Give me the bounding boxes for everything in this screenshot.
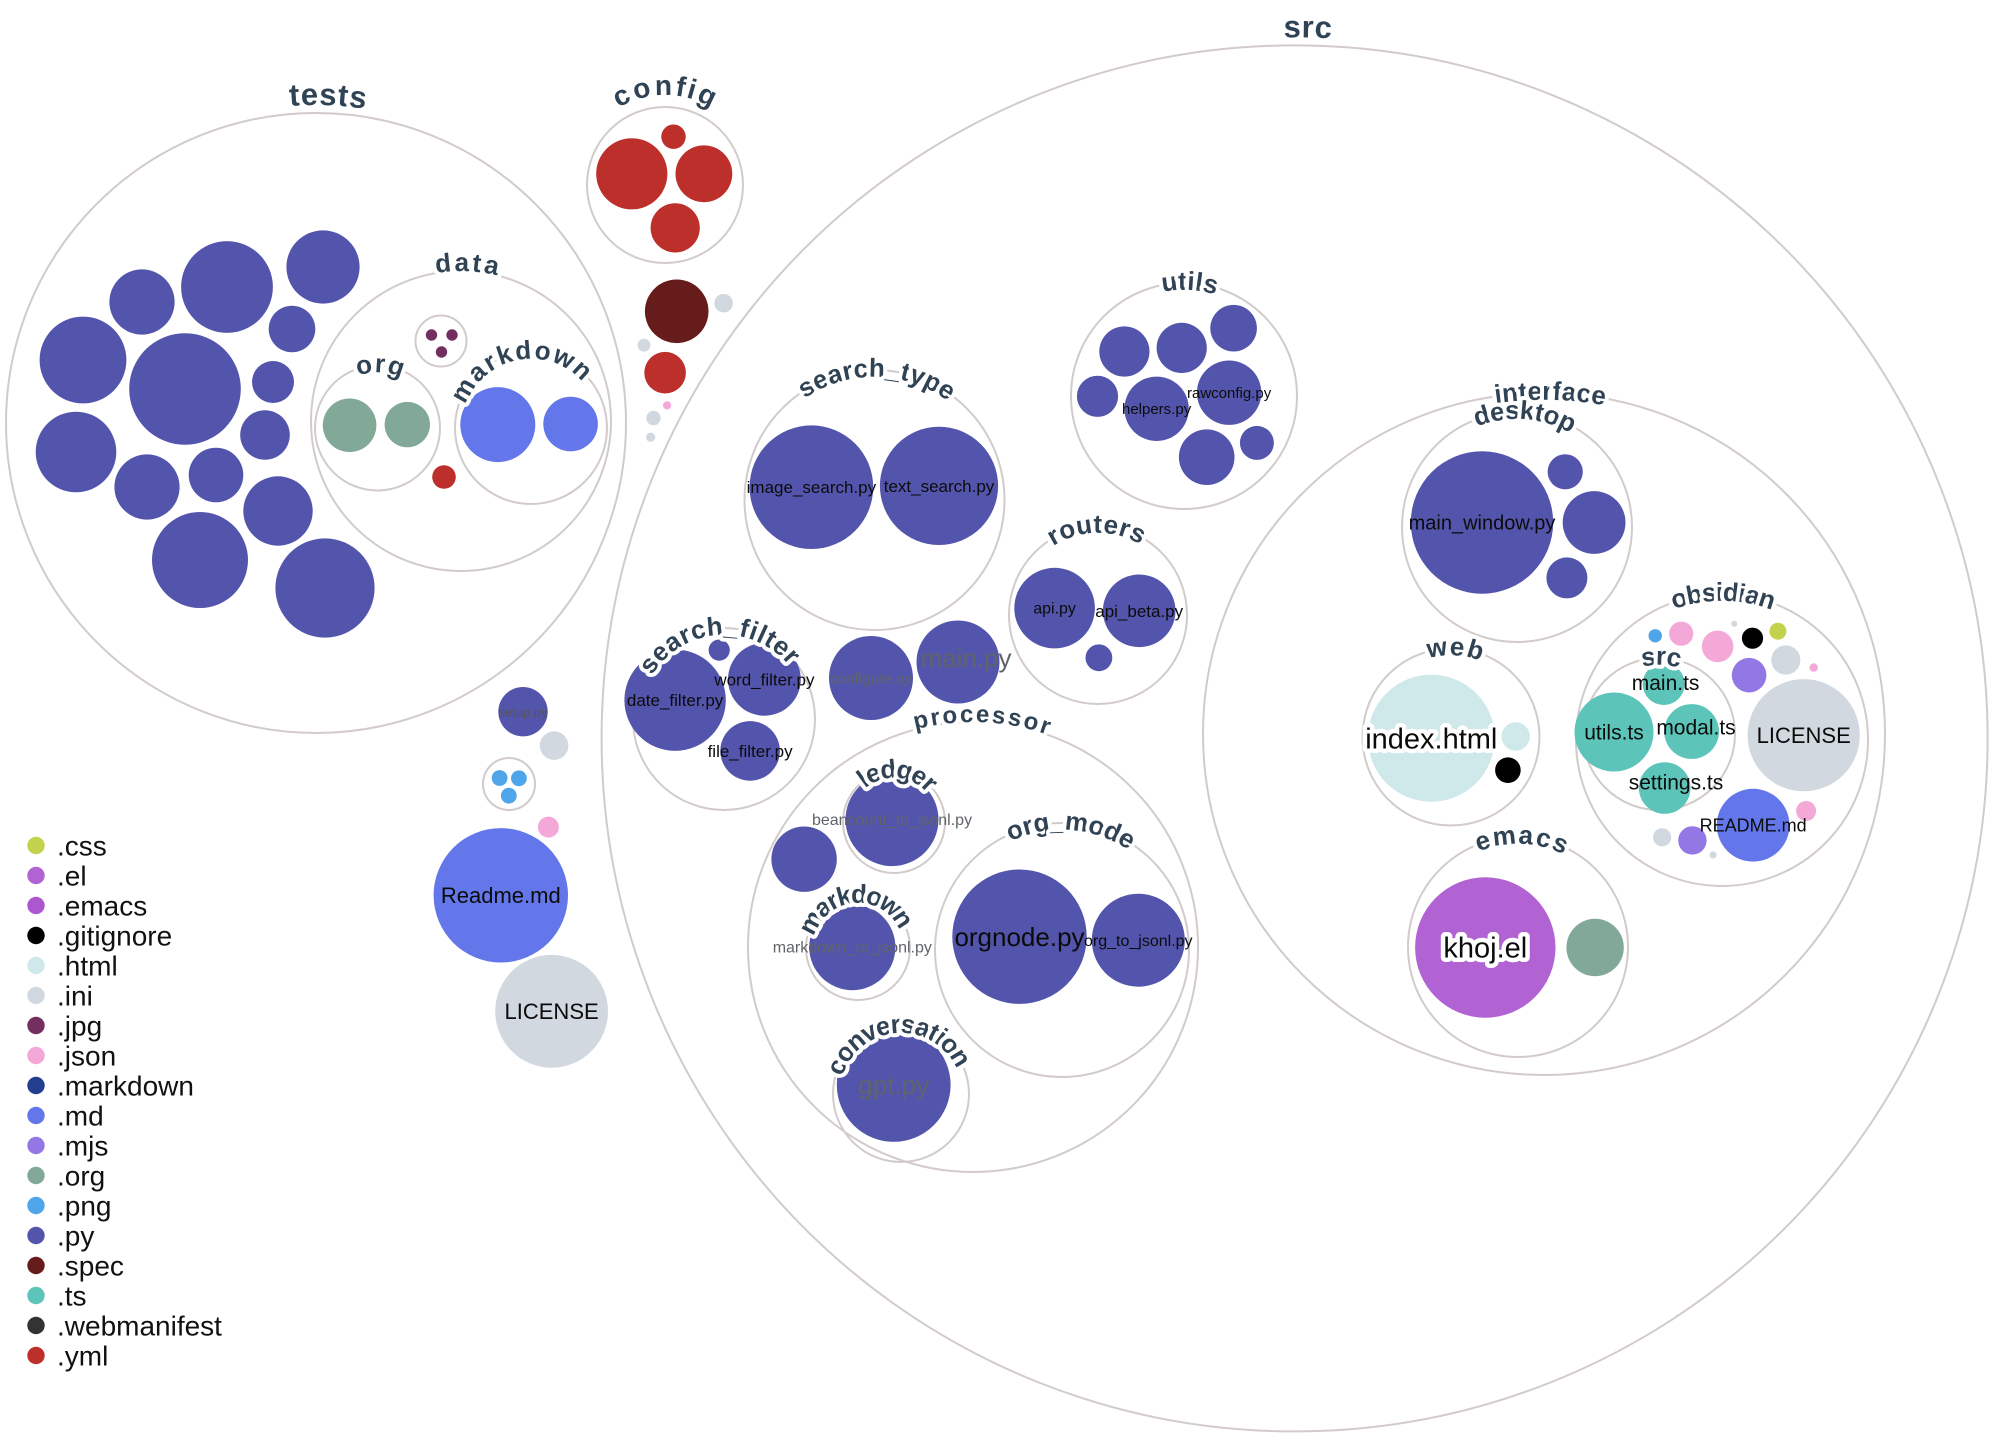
svg-text:.png: .png — [57, 1190, 112, 1221]
svg-text:LICENSE: LICENSE — [1757, 723, 1851, 748]
svg-text:.ini: .ini — [57, 980, 93, 1011]
svg-text:.md: .md — [57, 1100, 104, 1131]
svg-text:api_beta.py: api_beta.py — [1095, 602, 1183, 621]
svg-text:.py: .py — [57, 1220, 94, 1251]
svg-text:.spec: .spec — [57, 1250, 124, 1281]
svg-text:tests: tests — [288, 77, 370, 116]
svg-text:.webmanifest: .webmanifest — [57, 1310, 222, 1341]
svg-text:file_filter.py: file_filter.py — [708, 742, 794, 761]
svg-text:khoj.el: khoj.el — [1443, 933, 1527, 965]
svg-text:utils.ts: utils.ts — [1584, 721, 1644, 744]
svg-text:org_to_jsonl.py: org_to_jsonl.py — [1084, 933, 1193, 950]
svg-text:org: org — [353, 348, 411, 384]
svg-text:.markdown: .markdown — [57, 1070, 194, 1101]
svg-text:modal.ts: modal.ts — [1656, 716, 1735, 739]
svg-text:index.html: index.html — [1365, 723, 1497, 755]
svg-text:helpers.py: helpers.py — [1122, 401, 1192, 418]
svg-text:.el: .el — [57, 860, 87, 891]
svg-text:.json: .json — [57, 1040, 116, 1071]
svg-text:main.py: main.py — [920, 643, 1011, 673]
svg-text:markdown_to_jsonl.py: markdown_to_jsonl.py — [773, 940, 932, 957]
svg-text:settings.ts: settings.ts — [1629, 771, 1724, 794]
svg-text:LICENSE: LICENSE — [505, 999, 599, 1024]
svg-text:src: src — [1639, 641, 1685, 674]
svg-text:main.ts: main.ts — [1632, 672, 1700, 695]
svg-text:utils: utils — [1159, 266, 1222, 301]
svg-text:configure.py: configure.py — [830, 670, 912, 687]
svg-text:.gitignore: .gitignore — [57, 920, 172, 951]
svg-text:.yml: .yml — [57, 1340, 108, 1371]
svg-text:Readme.md: Readme.md — [441, 883, 561, 908]
svg-text:.jpg: .jpg — [57, 1010, 102, 1041]
svg-text:.org: .org — [57, 1160, 105, 1191]
svg-text:date_filter.py: date_filter.py — [627, 691, 724, 710]
svg-text:src: src — [1284, 9, 1334, 45]
svg-text:image_search.py: image_search.py — [747, 478, 877, 497]
svg-text:.mjs: .mjs — [57, 1130, 108, 1161]
svg-text:.emacs: .emacs — [57, 890, 147, 921]
svg-text:data: data — [434, 247, 505, 282]
svg-text:rawconfig.py: rawconfig.py — [1187, 385, 1272, 402]
svg-text:README.md: README.md — [1700, 816, 1807, 836]
svg-text:.css: .css — [57, 830, 107, 861]
svg-text:word_filter.py: word_filter.py — [713, 670, 815, 689]
svg-text:beancount_to_jsonl.py: beancount_to_jsonl.py — [812, 812, 972, 829]
svg-text:.ts: .ts — [57, 1280, 87, 1311]
svg-text:text_search.py: text_search.py — [884, 477, 995, 496]
svg-text:main_window.py: main_window.py — [1409, 513, 1556, 535]
svg-text:orgnode.py: orgnode.py — [954, 922, 1084, 952]
svg-text:.html: .html — [57, 950, 118, 981]
svg-text:setup.py: setup.py — [498, 704, 548, 719]
svg-text:gpt.py: gpt.py — [858, 1070, 929, 1100]
svg-text:api.py: api.py — [1033, 601, 1076, 618]
